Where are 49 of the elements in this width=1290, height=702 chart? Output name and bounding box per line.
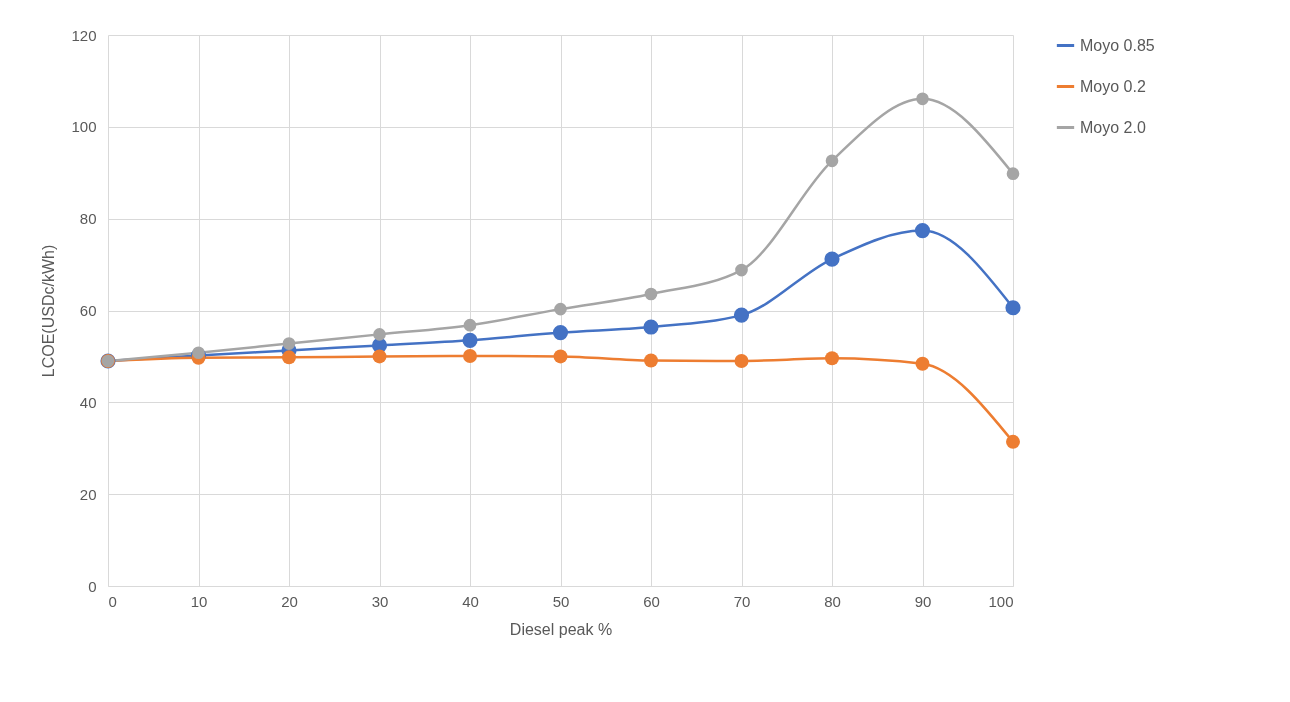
x-tick-label: 80 xyxy=(824,592,841,610)
x-tick-label: 70 xyxy=(733,592,751,610)
point xyxy=(192,346,205,360)
point xyxy=(644,287,658,301)
point xyxy=(373,328,386,341)
point xyxy=(554,302,567,316)
point xyxy=(1005,300,1021,316)
y-axis-title: LCOE(USDc/kWh) xyxy=(40,244,58,378)
x-tick-label: 0 xyxy=(108,592,117,610)
x-tick-label: 20 xyxy=(281,592,298,610)
x-tick-label: 30 xyxy=(371,592,389,610)
point xyxy=(553,349,568,364)
x-axis-title: Diesel peak % xyxy=(509,620,613,638)
point xyxy=(462,332,478,348)
legend-label: Moyo 2.0 xyxy=(1080,118,1146,136)
legend-label: Moyo 0.85 xyxy=(1080,36,1155,54)
x-tick-label: 10 xyxy=(190,592,208,610)
point xyxy=(915,356,930,371)
point xyxy=(734,354,749,368)
point xyxy=(1006,434,1020,449)
y-tick-label: 20 xyxy=(79,485,97,503)
point xyxy=(825,351,839,366)
point xyxy=(643,319,659,335)
point xyxy=(463,348,477,363)
y-tick-label: 0 xyxy=(88,577,97,595)
legend-label: Moyo 0.2 xyxy=(1080,77,1146,95)
point xyxy=(282,337,296,350)
y-tick-label: 60 xyxy=(79,302,97,319)
x-tick-label: 100 xyxy=(988,592,1014,610)
x-tick-label: 40 xyxy=(462,592,479,610)
x-tick-label: 60 xyxy=(643,592,660,610)
point xyxy=(644,353,658,368)
point xyxy=(735,263,748,277)
x-tick-label: 50 xyxy=(552,592,570,610)
point xyxy=(825,154,839,168)
point xyxy=(552,324,569,341)
point xyxy=(463,318,477,332)
point xyxy=(733,307,750,323)
y-tick-label: 80 xyxy=(79,210,97,228)
point xyxy=(1006,167,1020,180)
point xyxy=(282,350,296,365)
y-tick-label: 120 xyxy=(71,26,97,44)
y-tick-label: 100 xyxy=(71,118,97,136)
point xyxy=(372,349,387,364)
point xyxy=(914,223,931,239)
point xyxy=(916,92,929,106)
point xyxy=(824,251,840,267)
y-tick-label: 40 xyxy=(79,393,97,411)
x-tick-label: 90 xyxy=(914,592,932,610)
